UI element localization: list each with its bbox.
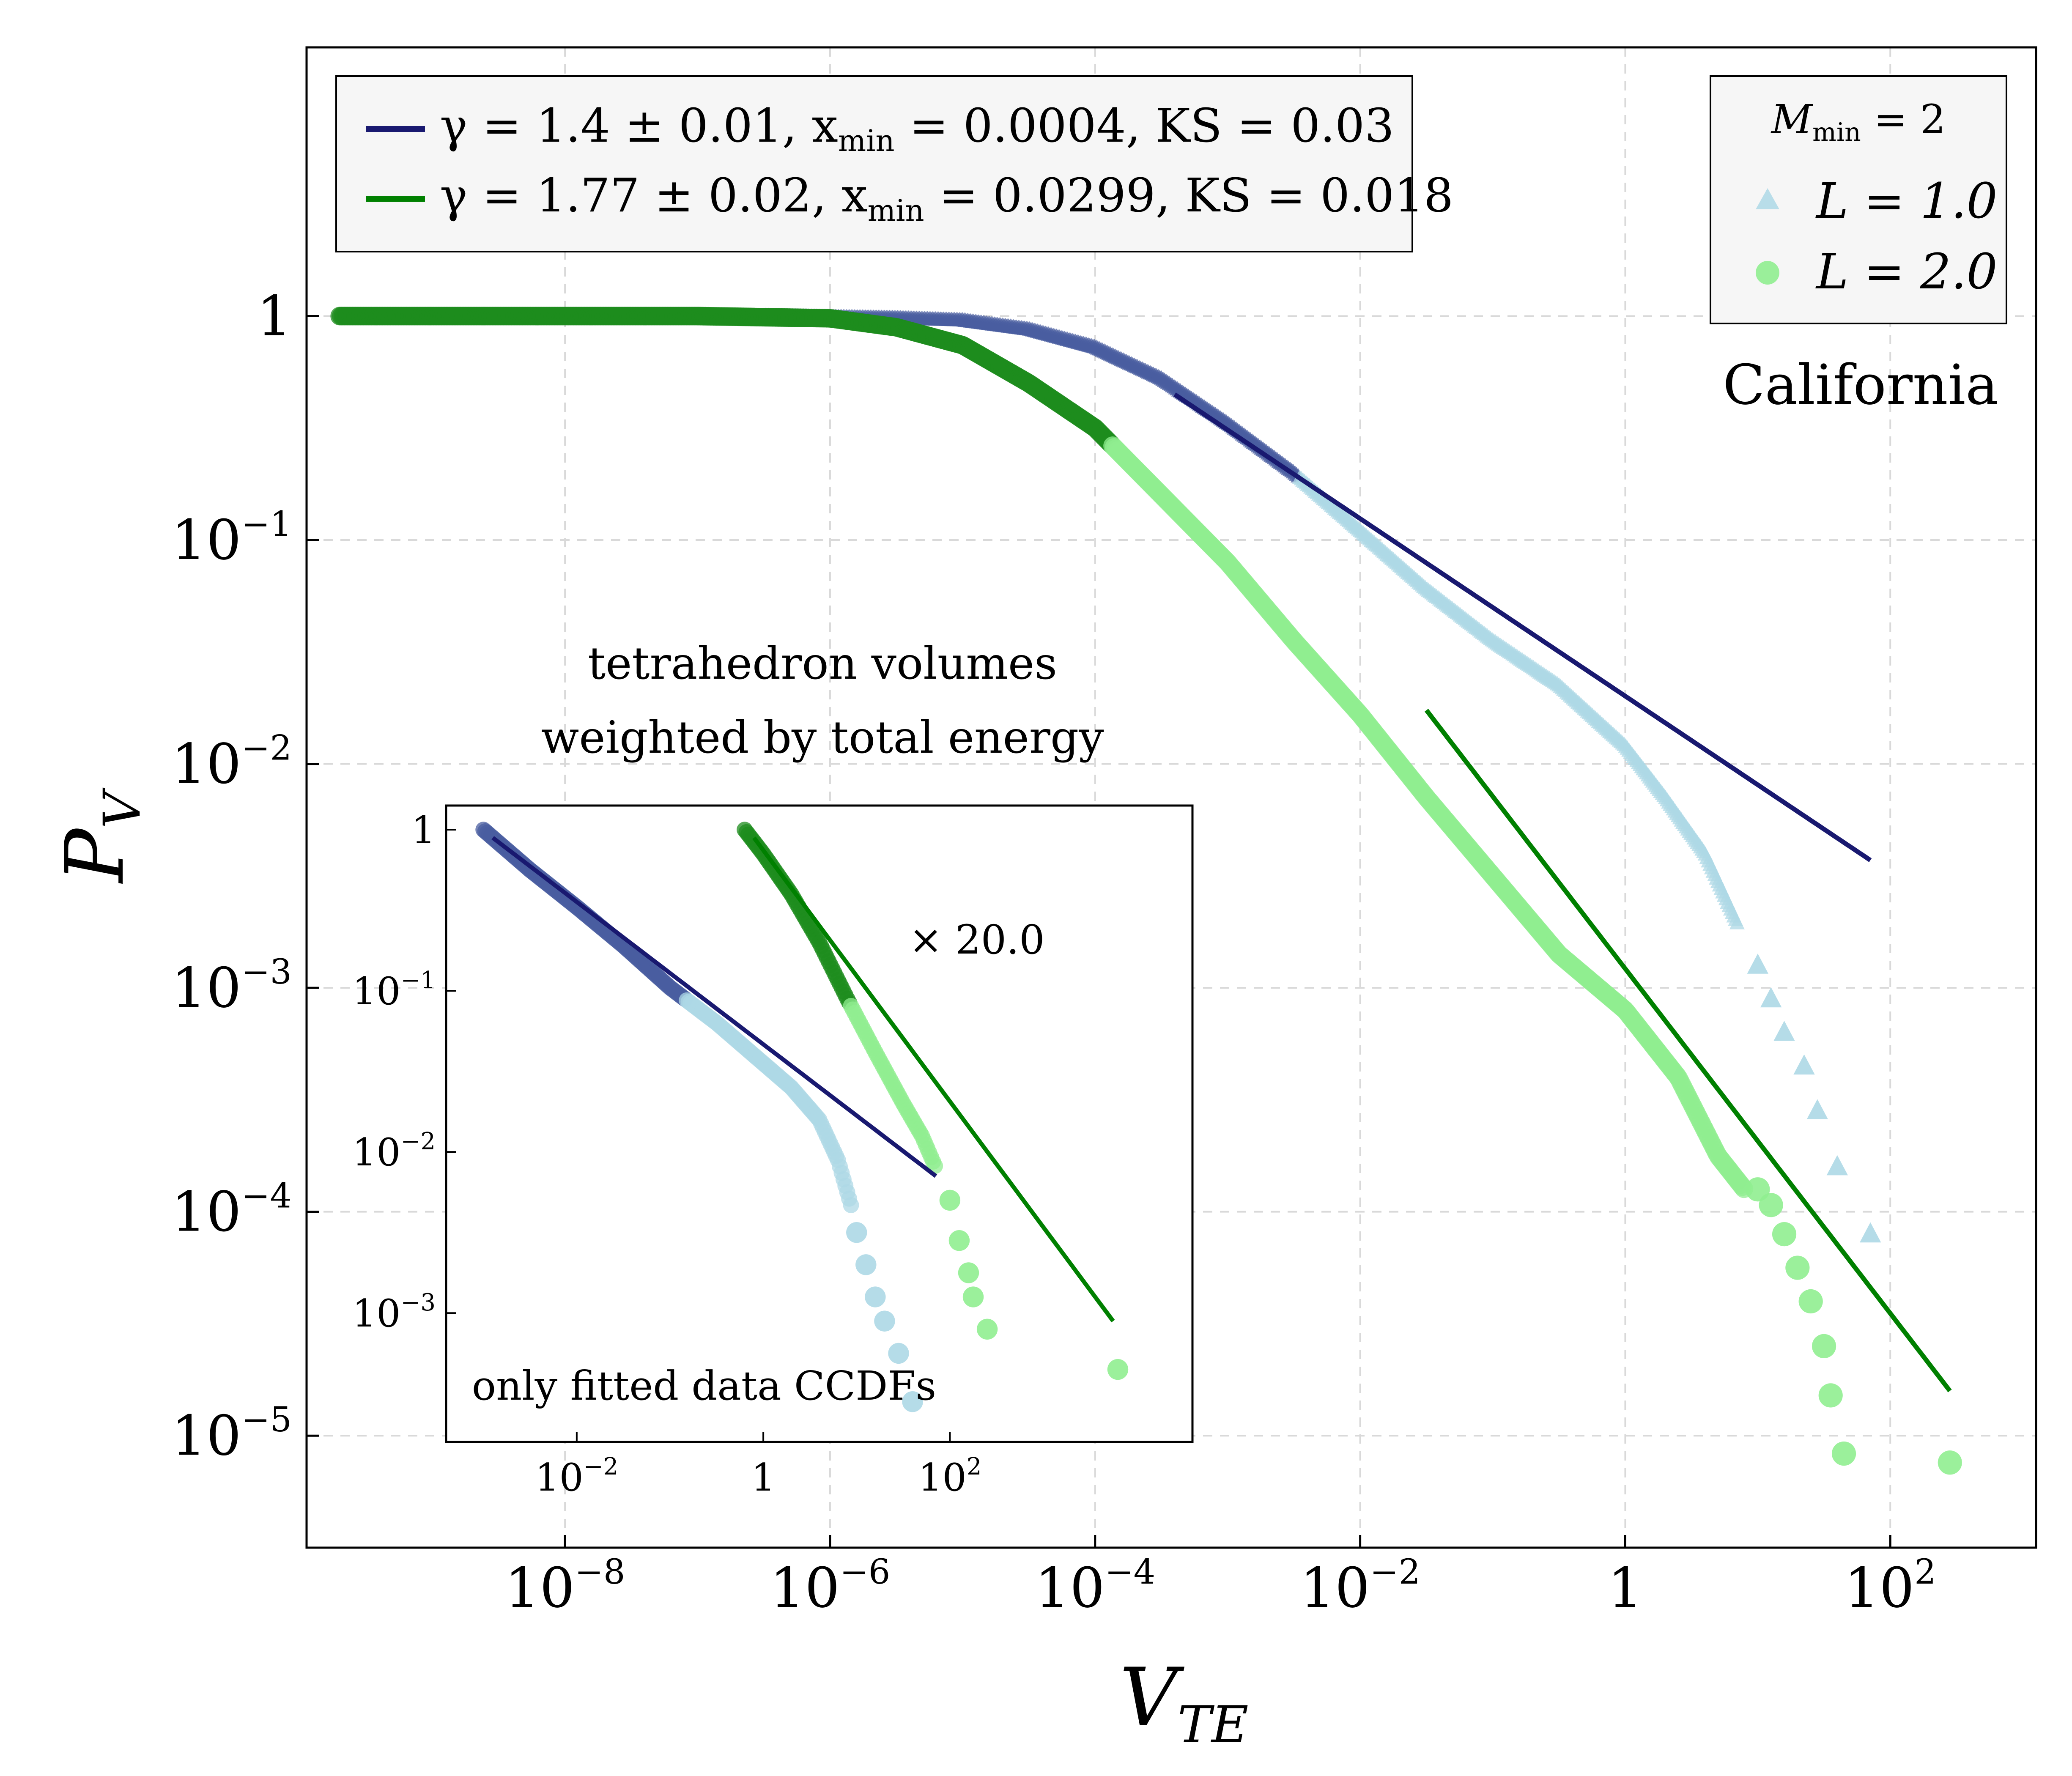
x-tick-label-5: 102 bbox=[1845, 1552, 1936, 1620]
series-0-tail-point bbox=[1760, 987, 1782, 1008]
series-2-tail-point bbox=[865, 1286, 886, 1307]
main-axis-ticks: 10−8 10−6 10−4 10−2 1 102 1 10−1 10−2 10−3 10−4 10−… bbox=[171, 284, 1936, 1620]
series-1-tail-point bbox=[1798, 1289, 1823, 1314]
region-label: California bbox=[1723, 353, 1998, 417]
y-axis-label: PV bbox=[48, 787, 152, 884]
series-1-tail-point bbox=[1772, 1222, 1797, 1247]
inset-y-tick-label-2: 10−2 bbox=[352, 1128, 436, 1175]
y-tick-label-2: 10−2 bbox=[171, 729, 292, 796]
series-2-tail-point bbox=[855, 1254, 877, 1275]
inset-multiplier-label: × 20.0 bbox=[909, 917, 1044, 963]
main-fit-line-1 bbox=[1424, 709, 1952, 1392]
series-2-tail-point bbox=[902, 1391, 923, 1412]
series-1-tail-point bbox=[1759, 1193, 1783, 1217]
y-tick-label-3: 10−3 bbox=[171, 952, 292, 1020]
y-tick-label-5: 10−5 bbox=[171, 1400, 292, 1468]
inset-x-tick-label-0: 10−2 bbox=[535, 1453, 618, 1500]
series-0-tail-point bbox=[1860, 1222, 1881, 1243]
inset-axis-ticks: 10−2 1 102 1 10−1 10−2 10−3 bbox=[352, 808, 982, 1500]
y-tick-label-0: 1 bbox=[257, 284, 292, 348]
x-tick-label-2: 10−4 bbox=[1035, 1552, 1155, 1620]
series-2-tail-point bbox=[888, 1343, 909, 1364]
inset-x-tick-label-1: 1 bbox=[751, 1455, 775, 1500]
series-3 bbox=[737, 822, 1129, 1380]
series-3-tail-point bbox=[958, 1262, 979, 1283]
main-fit-line-0 bbox=[1173, 392, 1872, 862]
inset-fit-line-1 bbox=[752, 836, 1115, 1323]
series-0-tail-point bbox=[1773, 1021, 1795, 1041]
inset-chart: 10−2 1 102 1 10−1 10−2 10−3 × 20.0 only fitted… bbox=[352, 804, 1194, 1500]
series-3-tail-point bbox=[962, 1286, 984, 1307]
inset-series-layer bbox=[475, 822, 1129, 1412]
data-legend-entry-1: L = 1.0 bbox=[1815, 173, 1998, 230]
series-3-tail-point bbox=[939, 1189, 961, 1211]
inset-caption-line-1: tetrahedron volumes bbox=[588, 638, 1057, 689]
inset-frame bbox=[445, 804, 1194, 1443]
series-2-tail-point bbox=[846, 1222, 867, 1243]
series-1-tail-point bbox=[1938, 1450, 1962, 1475]
series-3-tail-point bbox=[1107, 1359, 1129, 1380]
fit-legend-entry-2: γ = 1.77 ± 0.02, xmin = 0.0299, KS = 0.0… bbox=[440, 168, 1453, 228]
inset-y-tick-label-1: 10−1 bbox=[352, 967, 436, 1014]
data-legend-title: Mmin = 2 bbox=[1771, 96, 1946, 147]
x-tick-label-4: 1 bbox=[1608, 1556, 1643, 1620]
series-2-tail-point bbox=[874, 1310, 895, 1332]
series-0-tail-point bbox=[1806, 1099, 1828, 1119]
y-tick-label-4: 10−4 bbox=[171, 1176, 292, 1244]
inset-fit-line-0 bbox=[491, 836, 937, 1178]
series-1-tail-point bbox=[1785, 1255, 1810, 1280]
data-legend: Mmin = 2 L = 1.0 L = 2.0 bbox=[1710, 75, 2007, 324]
x-tick-label-0: 10−8 bbox=[505, 1552, 625, 1620]
series-0-tail-point bbox=[1747, 954, 1769, 974]
inset-y-tick-label-0: 1 bbox=[411, 808, 436, 852]
series-0-tail-point bbox=[1793, 1054, 1815, 1075]
x-tick-label-3: 10−2 bbox=[1300, 1552, 1420, 1620]
series-3-tail-point bbox=[976, 1318, 998, 1340]
data-legend-box bbox=[1710, 75, 2007, 324]
series-2-point bbox=[843, 1197, 859, 1213]
main-series-layer bbox=[330, 307, 1962, 1475]
fit-legend-entry-1: γ = 1.4 ± 0.01, xmin = 0.0004, KS = 0.03 bbox=[440, 99, 1394, 158]
main-fit-lines bbox=[1173, 392, 1952, 1392]
y-tick-label-1: 10−1 bbox=[171, 504, 292, 572]
data-legend-entry-2: L = 2.0 bbox=[1815, 244, 1998, 300]
x-axis-label: VTE bbox=[1120, 1651, 1249, 1754]
series-1-tail-point bbox=[1818, 1383, 1843, 1408]
fit-legend: γ = 1.4 ± 0.01, xmin = 0.0004, KS = 0.03… bbox=[335, 75, 1453, 252]
inset-x-tick-label-2: 102 bbox=[918, 1453, 981, 1500]
series-0-point bbox=[1729, 915, 1745, 929]
series-3-tail-point bbox=[948, 1230, 970, 1251]
legend-triangle-marker bbox=[1756, 188, 1779, 209]
inset-caption: only fitted data CCDFs bbox=[472, 1363, 936, 1409]
series-1-tail-point bbox=[1812, 1334, 1836, 1359]
inset-fit-lines bbox=[491, 836, 1115, 1323]
legend-circle-marker bbox=[1756, 261, 1779, 285]
inset-y-tick-label-3: 10−3 bbox=[352, 1289, 436, 1336]
inset-caption-line-2: weighted by total energy bbox=[541, 712, 1104, 763]
series-1 bbox=[330, 307, 1962, 1475]
x-tick-label-1: 10−6 bbox=[770, 1552, 891, 1620]
fit-legend-box bbox=[335, 75, 1413, 252]
series-0-tail-point bbox=[1826, 1155, 1848, 1176]
main-plot-frame bbox=[305, 46, 2037, 1549]
series-1-tail-point bbox=[1831, 1441, 1856, 1466]
